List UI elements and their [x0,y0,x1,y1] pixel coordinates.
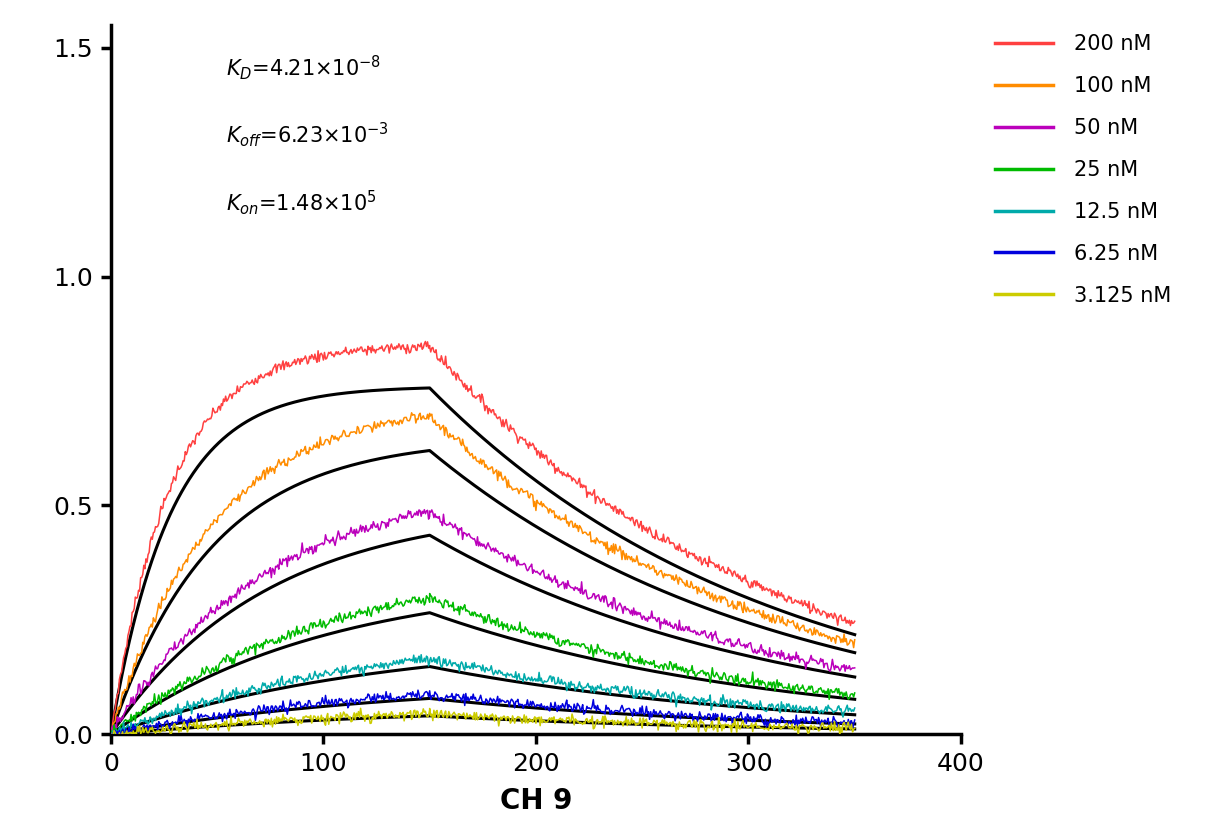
Text: $K_D$=4.21×10$^{-8}$: $K_D$=4.21×10$^{-8}$ [225,53,381,82]
Text: $K_{off}$=6.23×10$^{-3}$: $K_{off}$=6.23×10$^{-3}$ [225,120,388,149]
X-axis label: CH 9: CH 9 [500,787,572,815]
Text: $K_{on}$=1.48×10$^{5}$: $K_{on}$=1.48×10$^{5}$ [225,188,377,217]
Legend: 200 nM, 100 nM, 50 nM, 25 nM, 12.5 nM, 6.25 nM, 3.125 nM: 200 nM, 100 nM, 50 nM, 25 nM, 12.5 nM, 6… [988,28,1178,312]
